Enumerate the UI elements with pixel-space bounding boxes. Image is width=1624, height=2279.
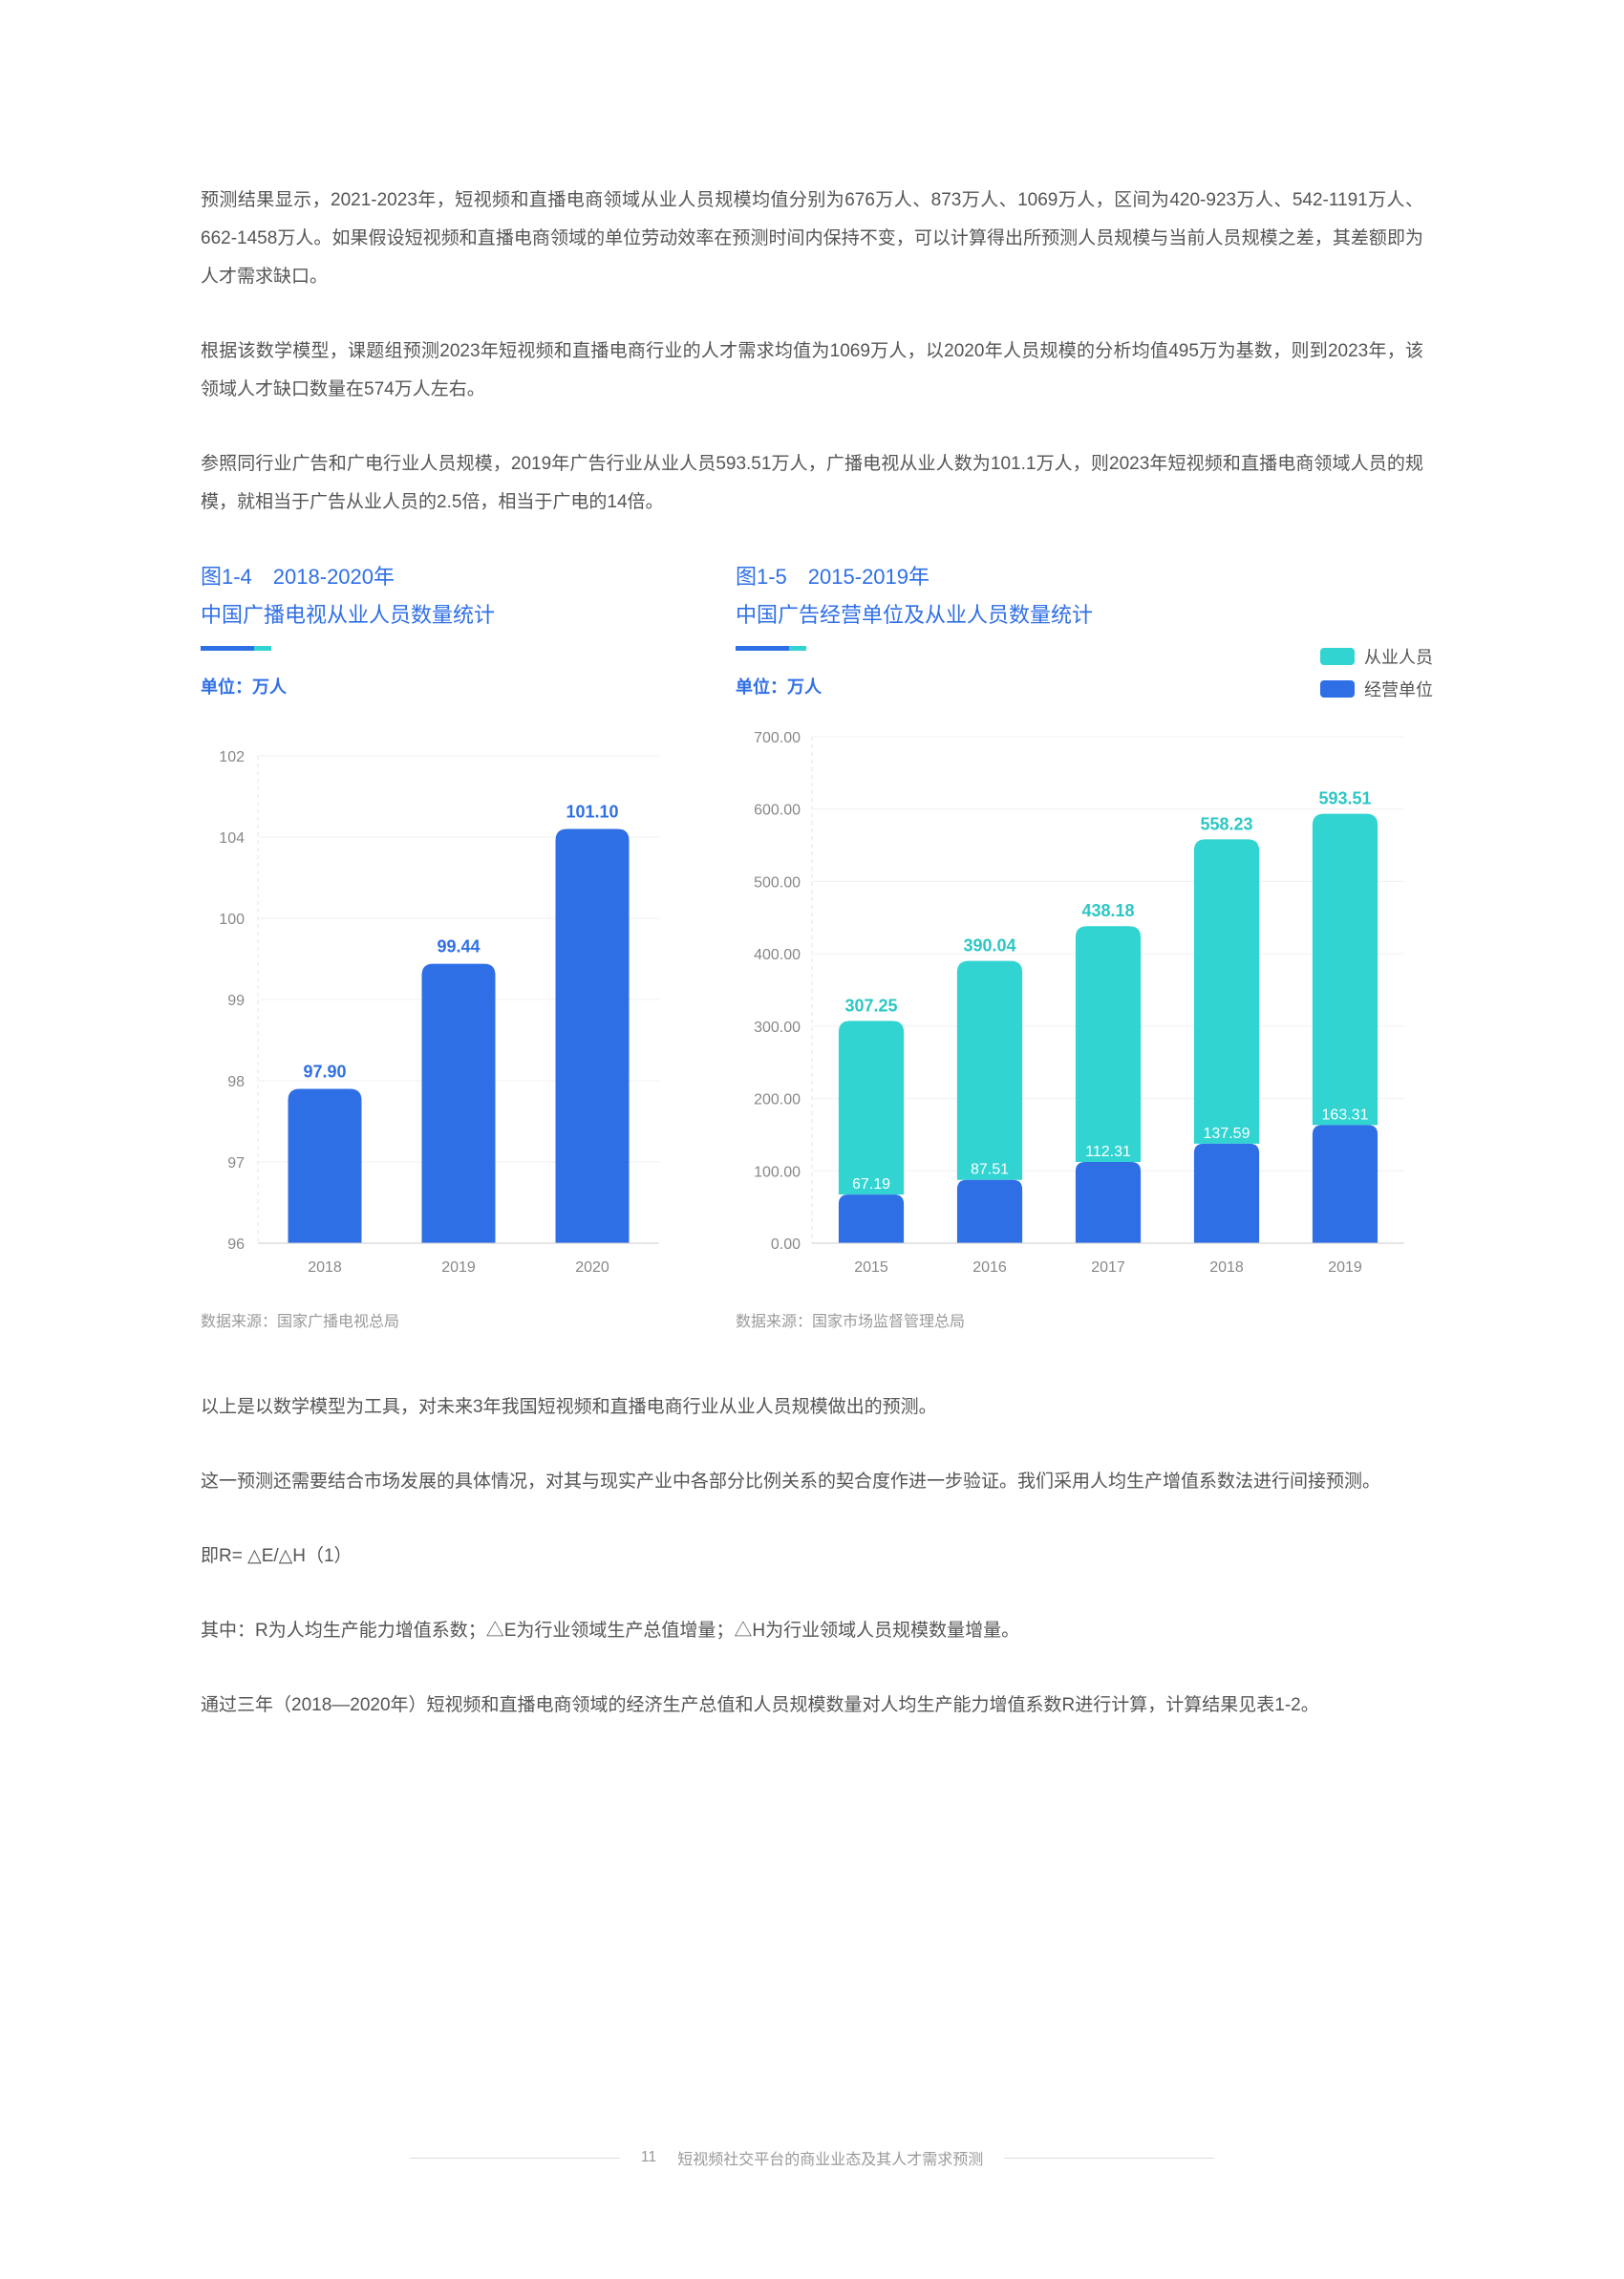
svg-text:99: 99 — [227, 993, 245, 1009]
paragraph-4: 以上是以数学模型为工具，对未来3年我国短视频和直播电商行业从业人员规模做出的预测… — [201, 1388, 1423, 1427]
chart1-title-pre: 图1-4 2018-2020年 — [201, 558, 697, 596]
svg-text:99.44: 99.44 — [437, 937, 480, 957]
svg-text:500.00: 500.00 — [754, 874, 801, 891]
paragraph-7: 其中：R为人均生产能力增值系数；△E为行业领域生产总值增量；△H为行业领域人员规… — [201, 1612, 1423, 1650]
svg-text:97.90: 97.90 — [303, 1063, 346, 1082]
paragraph-8: 通过三年（2018—2020年）短视频和直播电商领域的经济生产总值和人员规模数量… — [201, 1687, 1423, 1725]
underline-bar-blue — [201, 646, 254, 651]
svg-text:87.51: 87.51 — [971, 1162, 1009, 1178]
chart1-title: 中国广播电视从业人员数量统计 — [201, 596, 697, 634]
chart2-title: 中国广告经营单位及从业人员数量统计 — [736, 596, 1423, 634]
underline-bar-teal — [789, 646, 806, 651]
svg-text:2018: 2018 — [1209, 1259, 1244, 1276]
chart2-svg: 0.00 100.00 200.00 300.00 400.00 500.00 600.00… — [736, 718, 1423, 1291]
chart-2: 图1-5 2015-2019年 中国广告经营单位及从业人员数量统计 单位：万人 … — [736, 558, 1423, 1331]
svg-text:100: 100 — [219, 912, 245, 928]
legend-label-1: 从业人员 — [1364, 644, 1433, 669]
svg-text:112.31: 112.31 — [1085, 1144, 1131, 1160]
svg-text:101.10: 101.10 — [566, 803, 618, 822]
chart-1: 图1-4 2018-2020年 中国广播电视从业人员数量统计 单位：万人 102… — [201, 558, 697, 1331]
svg-text:200.00: 200.00 — [754, 1092, 801, 1108]
chart1-unit: 单位：万人 — [201, 674, 697, 699]
svg-text:2019: 2019 — [441, 1259, 476, 1276]
paragraph-3: 参照同行业广告和广电行业人员规模，2019年广告行业从业人员593.51万人，广… — [201, 445, 1423, 522]
legend-swatch-1 — [1320, 648, 1355, 665]
svg-text:593.51: 593.51 — [1318, 789, 1371, 808]
svg-text:2018: 2018 — [308, 1259, 342, 1276]
svg-text:390.04: 390.04 — [963, 936, 1015, 956]
legend-item-2: 经营单位 — [1320, 677, 1433, 701]
footer-sep-right — [1004, 2158, 1214, 2159]
svg-text:100.00: 100.00 — [754, 1164, 801, 1180]
svg-text:97: 97 — [227, 1155, 245, 1172]
svg-text:300.00: 300.00 — [754, 1020, 801, 1036]
footer-page-number: 11 — [641, 2149, 657, 2166]
paragraph-1: 预测结果显示，2021-2023年，短视频和直播电商领域从业人员规模均值分别为6… — [201, 182, 1423, 296]
svg-text:558.23: 558.23 — [1200, 814, 1252, 833]
chart1-svg: 102 104 100 99 98 97 96 97.90 2018 99.44 2019 101.1… — [201, 718, 678, 1291]
legend-swatch-2 — [1320, 680, 1355, 698]
underline-bar-blue — [736, 646, 789, 651]
svg-text:0.00: 0.00 — [771, 1236, 801, 1253]
charts-row: 图1-4 2018-2020年 中国广播电视从业人员数量统计 单位：万人 102… — [201, 558, 1423, 1331]
chart2-title-pre: 图1-5 2015-2019年 — [736, 558, 1423, 596]
svg-text:307.25: 307.25 — [844, 996, 897, 1015]
footer-title: 短视频社交平台的商业业态及其人才需求预测 — [677, 2146, 983, 2169]
legend-item-1: 从业人员 — [1320, 644, 1433, 669]
page-footer: 11 短视频社交平台的商业业态及其人才需求预测 — [0, 2146, 1624, 2169]
svg-text:438.18: 438.18 — [1081, 901, 1134, 920]
svg-text:2017: 2017 — [1091, 1259, 1125, 1276]
svg-text:2020: 2020 — [575, 1259, 609, 1276]
underline-bar-teal — [254, 646, 271, 651]
svg-text:102: 102 — [219, 749, 245, 765]
paragraph-2: 根据该数学模型，课题组预测2023年短视频和直播电商行业的人才需求均值为1069… — [201, 333, 1423, 409]
svg-text:2015: 2015 — [854, 1259, 888, 1276]
svg-text:163.31: 163.31 — [1322, 1107, 1369, 1123]
svg-text:98: 98 — [227, 1074, 245, 1090]
svg-text:400.00: 400.00 — [754, 947, 801, 963]
svg-text:137.59: 137.59 — [1204, 1126, 1250, 1142]
chart1-underline — [201, 646, 697, 651]
legend-label-2: 经营单位 — [1364, 677, 1433, 701]
svg-text:67.19: 67.19 — [852, 1176, 890, 1193]
svg-text:2016: 2016 — [972, 1259, 1007, 1276]
chart2-source: 数据来源：国家市场监督管理总局 — [736, 1308, 1423, 1331]
svg-text:96: 96 — [227, 1236, 245, 1253]
paragraph-6: 即R= △E/△H（1） — [201, 1537, 1423, 1576]
svg-text:2019: 2019 — [1328, 1259, 1362, 1276]
svg-text:600.00: 600.00 — [754, 803, 801, 819]
paragraph-5: 这一预测还需要结合市场发展的具体情况，对其与现实产业中各部分比例关系的契合度作进… — [201, 1463, 1423, 1501]
svg-text:104: 104 — [219, 830, 245, 847]
chart1-source: 数据来源：国家广播电视总局 — [201, 1308, 697, 1331]
svg-text:700.00: 700.00 — [754, 730, 801, 746]
footer-sep-left — [410, 2158, 620, 2159]
chart2-legend: 从业人员 经营单位 — [1320, 644, 1433, 701]
